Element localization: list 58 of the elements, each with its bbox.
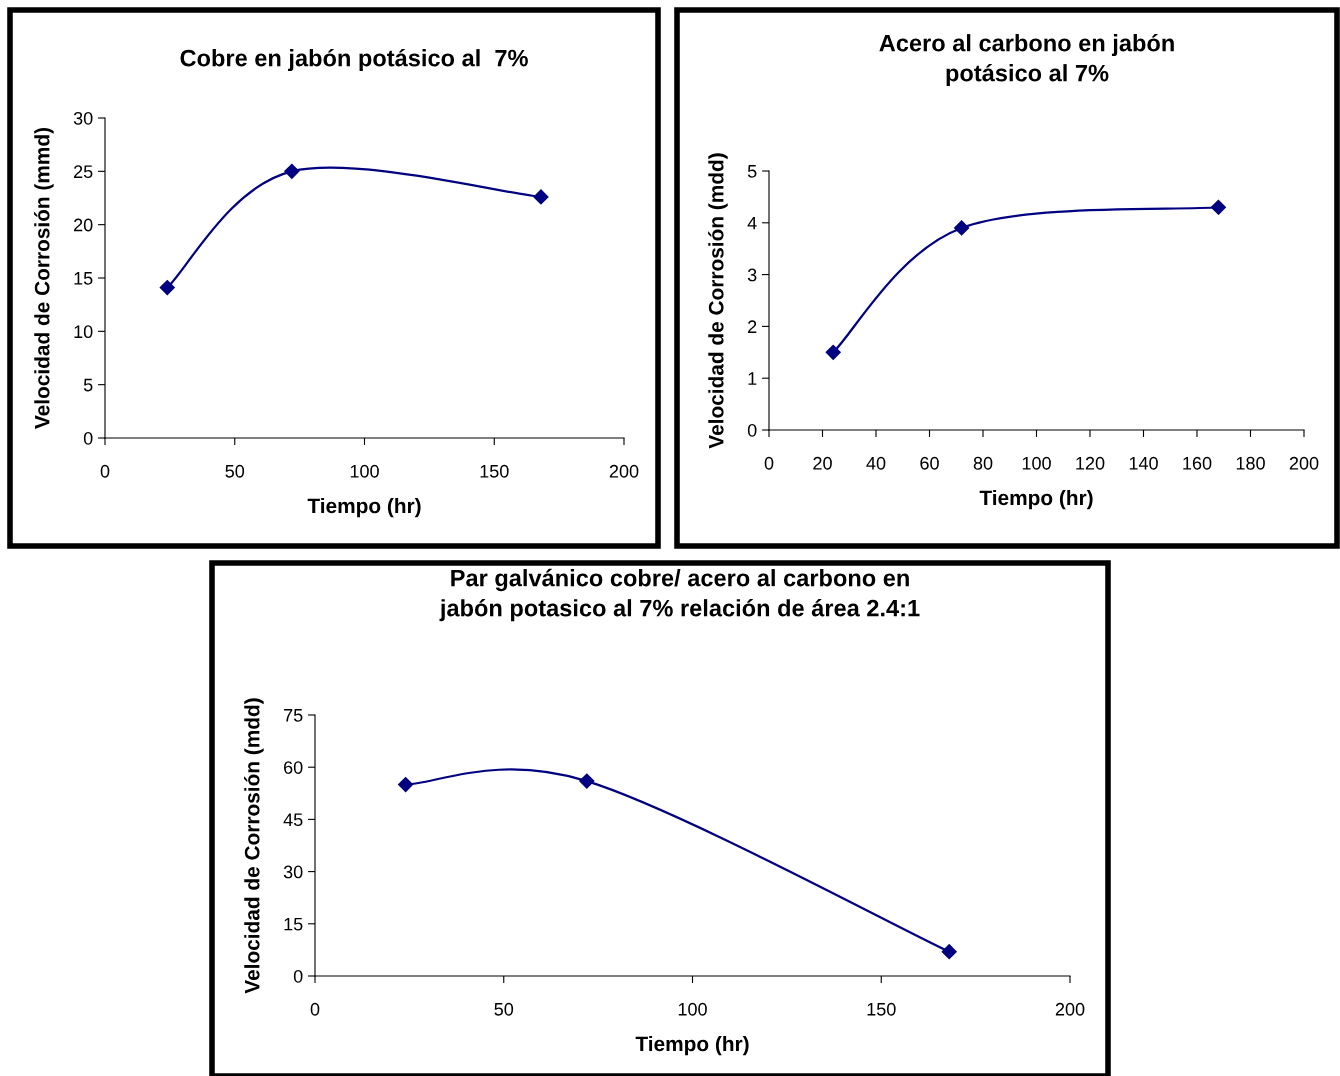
y-tick-label: 45 [283,813,303,827]
point [825,344,841,360]
y-tick-label: 4 [747,216,757,230]
x-tick-label: 200 [1289,456,1319,470]
point [941,944,957,960]
y-tick-label: 0 [83,431,93,445]
x-tick-label: 50 [494,1002,514,1016]
x-tick-label: 0 [100,464,110,478]
x-tick-label: 150 [480,464,509,478]
x-tick-label: 160 [1183,456,1212,470]
y-tick-label: 60 [284,761,303,774]
y-tick-label: 3 [747,268,757,282]
y-tick-label: 75 [284,709,303,722]
point [1210,199,1226,215]
point [954,220,970,236]
chart-title: Acero al carbono en jabón potásico al 7% [879,33,1174,87]
point [284,163,300,179]
y-tick-label: 2 [748,320,757,333]
x-tick-label: 180 [1236,456,1265,470]
y-tick-label: 5 [747,165,757,178]
y-tick-label: 0 [293,969,303,983]
x-axis-title: Tiempo (hr) [307,497,421,518]
y-tick-label: 15 [74,272,93,285]
y-axis-title: Velocidad de Corrosión (mdd) [244,698,264,994]
x-tick-label: 200 [1055,1002,1085,1016]
x-tick-label: 80 [973,456,993,470]
point [159,280,175,296]
chart-title: Cobre en jabón potásico al 7% [180,48,528,72]
point [579,773,595,789]
y-tick-label: 15 [284,917,303,931]
x-tick-label: 20 [813,456,832,470]
x-tick-label: 100 [1022,456,1051,470]
chart-title: Par galvánico cobre/ acero al carbono en jabón potasico al 7% relación de área 2.4:1 [439,568,920,622]
y-axis-title: Velocidad de Corrosión (mdd) [708,153,728,449]
point [398,777,414,793]
x-tick-label: 40 [866,456,886,470]
x-tick-label: 0 [764,456,774,470]
x-tick-label: 0 [310,1002,320,1016]
x-tick-label: 50 [225,464,245,478]
y-tick-label: 20 [74,218,93,232]
y-axis-title: Velocidad de Corrosión (mmd) [34,127,54,429]
x-tick-label: 100 [678,1002,707,1016]
y-tick-label: 5 [83,378,93,392]
x-axis-title: Tiempo (hr) [979,489,1093,510]
x-tick-label: 140 [1129,456,1158,470]
y-tick-label: 30 [73,111,93,125]
x-axis-title: Tiempo (hr) [635,1035,749,1056]
y-tick-label: 10 [74,325,93,339]
x-tick-label: 60 [920,456,939,470]
y-tick-label: 1 [748,372,757,385]
y-tick-label: 30 [283,865,303,879]
y-tick-label: 25 [74,165,93,179]
x-tick-label: 120 [1076,456,1105,470]
point [533,189,549,205]
x-tick-label: 100 [350,464,379,478]
x-tick-label: 200 [609,464,639,478]
y-tick-label: 0 [747,423,757,437]
x-tick-label: 150 [867,1002,896,1016]
